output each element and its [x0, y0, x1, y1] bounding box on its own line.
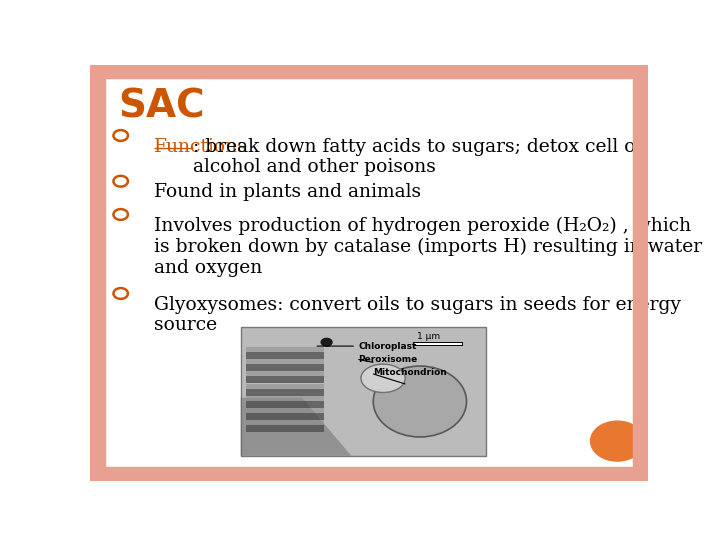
- Bar: [246, 372, 324, 376]
- Text: Involves production of hydrogen peroxide (H₂O₂) , which
is broken down by catala: Involves production of hydrogen peroxide…: [154, 217, 702, 276]
- Text: Peroxisome: Peroxisome: [359, 355, 418, 364]
- Text: Mitochondrion: Mitochondrion: [373, 368, 447, 377]
- Text: Chloroplast: Chloroplast: [359, 342, 417, 351]
- Polygon shape: [240, 397, 351, 456]
- Ellipse shape: [361, 364, 405, 393]
- Bar: [246, 376, 324, 383]
- Bar: [246, 364, 324, 371]
- Text: Found in plants and animals: Found in plants and animals: [154, 183, 421, 201]
- Bar: [246, 347, 324, 352]
- Bar: [246, 389, 324, 396]
- Circle shape: [590, 421, 644, 461]
- Text: 1 μm: 1 μm: [418, 332, 441, 341]
- Circle shape: [320, 338, 333, 347]
- Bar: [413, 342, 462, 345]
- Bar: [246, 352, 324, 359]
- Bar: [246, 413, 324, 420]
- Bar: [246, 359, 324, 364]
- Bar: [246, 421, 324, 426]
- Text: SAC: SAC: [118, 87, 204, 126]
- Bar: [246, 408, 324, 413]
- Ellipse shape: [373, 366, 467, 437]
- Bar: [246, 426, 324, 433]
- Bar: [240, 327, 486, 456]
- Bar: [246, 384, 324, 389]
- Text: Glyoxysomes: convert oils to sugars in seeds for energy
source: Glyoxysomes: convert oils to sugars in s…: [154, 295, 681, 334]
- Text: Functions: Functions: [154, 138, 248, 156]
- Text: : break down fatty acids to sugars; detox cell of
alcohol and other poisons: : break down fatty acids to sugars; deto…: [194, 138, 643, 177]
- Bar: [246, 396, 324, 401]
- Bar: [246, 401, 324, 408]
